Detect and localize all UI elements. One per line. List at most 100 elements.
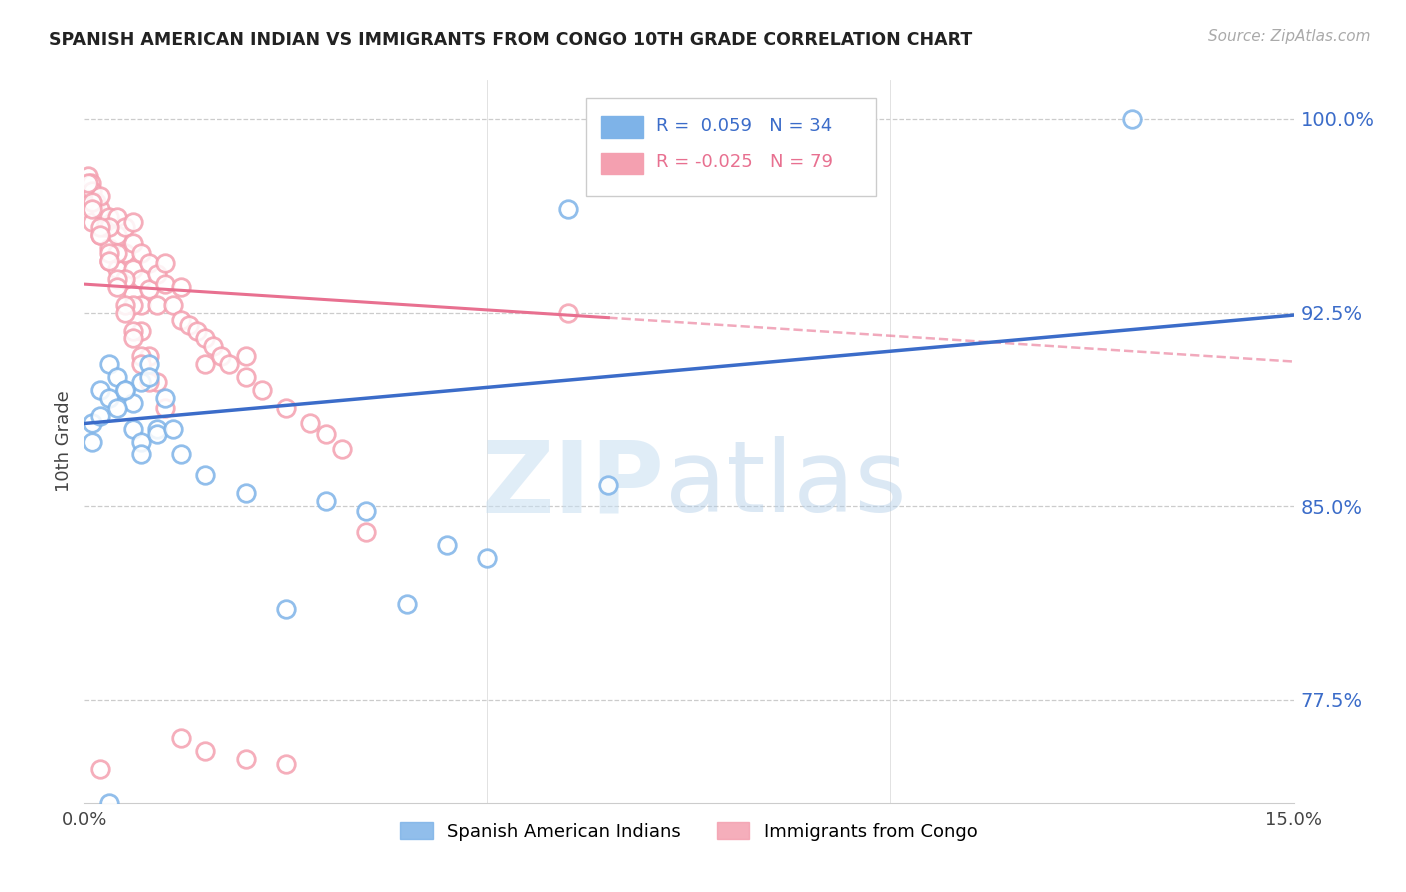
Point — [557, 202, 579, 217]
Point — [114, 246, 136, 260]
Point — [105, 272, 128, 286]
Point — [97, 357, 120, 371]
Point — [77, 177, 100, 191]
Point — [97, 210, 120, 224]
Point — [170, 447, 193, 461]
Point — [121, 215, 143, 229]
Point — [114, 305, 136, 319]
Point — [356, 504, 378, 518]
Point — [121, 261, 143, 276]
Point — [89, 202, 111, 217]
Point — [82, 202, 104, 217]
Point — [129, 272, 152, 286]
Point — [235, 486, 257, 500]
Point — [218, 357, 240, 371]
Point — [153, 277, 176, 292]
Point — [235, 350, 257, 364]
Point — [105, 210, 128, 224]
Point — [105, 246, 128, 260]
Text: R = -0.025   N = 79: R = -0.025 N = 79 — [657, 153, 834, 171]
Text: ZIP: ZIP — [482, 436, 665, 533]
Point — [114, 272, 136, 286]
Point — [235, 752, 257, 766]
Point — [121, 298, 143, 312]
Point — [146, 267, 169, 281]
Point — [121, 287, 143, 301]
Point — [477, 550, 499, 565]
Point — [138, 350, 160, 364]
Point — [356, 524, 378, 539]
Point — [138, 375, 160, 389]
Point — [186, 324, 208, 338]
Point — [274, 401, 297, 415]
Point — [89, 189, 111, 203]
Point — [89, 220, 111, 235]
Point — [557, 305, 579, 319]
Point — [89, 409, 111, 423]
Point — [209, 350, 232, 364]
Point — [162, 422, 184, 436]
Point — [129, 324, 152, 338]
Point — [97, 241, 120, 255]
Point — [97, 253, 120, 268]
Point — [82, 194, 104, 209]
Point — [129, 246, 152, 260]
Point — [170, 279, 193, 293]
Point — [250, 383, 273, 397]
Y-axis label: 10th Grade: 10th Grade — [55, 391, 73, 492]
Point — [97, 246, 120, 260]
Point — [330, 442, 353, 457]
Point — [153, 256, 176, 270]
Point — [194, 331, 217, 345]
Point — [80, 177, 103, 191]
Point — [138, 256, 160, 270]
Point — [82, 184, 104, 198]
Point — [138, 282, 160, 296]
Point — [598, 478, 620, 492]
Point — [129, 357, 152, 371]
Point — [105, 228, 128, 243]
Point — [105, 370, 128, 384]
Point — [121, 331, 143, 345]
Point — [89, 228, 111, 243]
Point — [82, 434, 104, 449]
Point — [114, 383, 136, 397]
Point — [121, 235, 143, 250]
Point — [162, 298, 184, 312]
Text: atlas: atlas — [665, 436, 907, 533]
FancyBboxPatch shape — [586, 98, 876, 196]
Point — [114, 298, 136, 312]
Point — [274, 602, 297, 616]
Point — [153, 401, 176, 415]
Point — [202, 339, 225, 353]
Point — [114, 272, 136, 286]
Point — [105, 261, 128, 276]
Point — [153, 391, 176, 405]
Point — [436, 538, 458, 552]
Point — [105, 401, 128, 415]
Point — [114, 220, 136, 235]
Point — [194, 357, 217, 371]
Text: R =  0.059   N = 34: R = 0.059 N = 34 — [657, 117, 832, 135]
Text: Source: ZipAtlas.com: Source: ZipAtlas.com — [1208, 29, 1371, 44]
Point — [89, 228, 111, 243]
Point — [194, 744, 217, 758]
Point — [97, 220, 120, 235]
Point — [121, 396, 143, 410]
Legend: Spanish American Indians, Immigrants from Congo: Spanish American Indians, Immigrants fro… — [392, 815, 986, 848]
Point — [129, 447, 152, 461]
Point — [138, 370, 160, 384]
Point — [299, 417, 322, 431]
Point — [97, 253, 120, 268]
Point — [138, 357, 160, 371]
Point — [82, 215, 104, 229]
Point — [315, 494, 337, 508]
Point — [129, 375, 152, 389]
Point — [315, 426, 337, 441]
Point — [146, 298, 169, 312]
Point — [179, 318, 201, 333]
Point — [121, 324, 143, 338]
Point — [146, 422, 169, 436]
Point — [146, 375, 169, 389]
Point — [274, 757, 297, 772]
